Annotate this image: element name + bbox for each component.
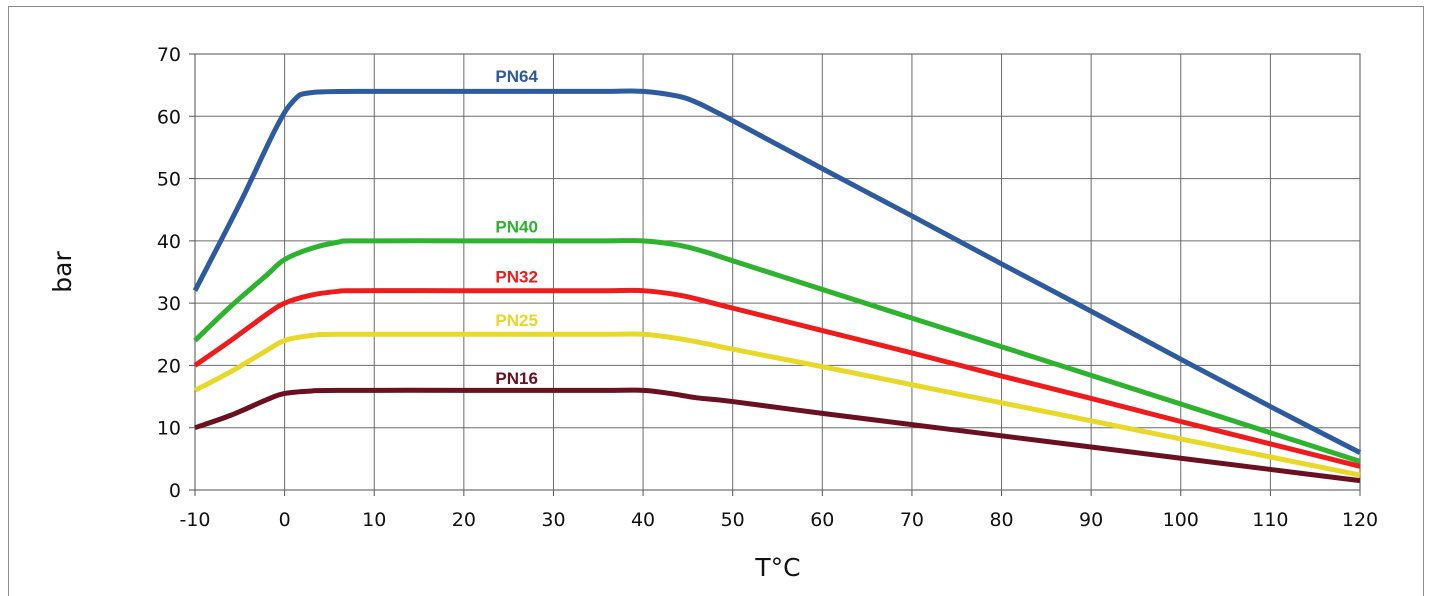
y-tick-label: 10 xyxy=(157,418,181,440)
x-tick-label: 110 xyxy=(1252,509,1288,531)
x-tick-label: 40 xyxy=(631,509,655,531)
series-label-pn64: PN64 xyxy=(495,67,538,86)
x-tick-label: 0 xyxy=(279,509,291,531)
x-axis-title: T°C xyxy=(754,553,800,582)
series-line-pn32 xyxy=(193,287,1361,469)
series-line-pn64 xyxy=(192,88,1362,455)
chart-frame xyxy=(8,6,1424,596)
y-tick-label: 0 xyxy=(169,480,181,502)
series-label-pn16: PN16 xyxy=(495,369,538,388)
series-label-pn32: PN32 xyxy=(495,267,538,286)
series-labels: PN64 PN40 PN32 PN25 PN16 xyxy=(495,67,538,388)
y-tick-label: 60 xyxy=(157,106,181,128)
series-label-pn40: PN40 xyxy=(495,218,538,237)
x-tick-label: 10 xyxy=(362,509,386,531)
x-tick-label: 80 xyxy=(989,509,1013,531)
x-tick-label: 70 xyxy=(900,509,924,531)
series-line-pn40 xyxy=(193,238,1361,464)
x-tick-label: 60 xyxy=(810,509,834,531)
x-tick-label: -10 xyxy=(179,509,210,531)
y-tick-label: 50 xyxy=(157,169,181,191)
x-tick-label: 120 xyxy=(1342,509,1378,531)
x-tick-label: 20 xyxy=(452,509,476,531)
grid xyxy=(189,53,1361,496)
x-tick-labels: -10 0 10 20 30 40 50 60 70 80 90 100 110 120 xyxy=(179,509,1378,531)
series-line-pn16 xyxy=(194,387,1361,484)
series-layer xyxy=(192,88,1362,484)
y-tick-label: 70 xyxy=(157,44,181,66)
series-line-pn25 xyxy=(193,331,1361,478)
x-tick-label: 100 xyxy=(1163,509,1199,531)
x-tick-label: 90 xyxy=(1079,509,1103,531)
x-tick-label: 50 xyxy=(721,509,745,531)
y-tick-labels: 0 10 20 30 40 50 60 70 xyxy=(157,44,181,502)
y-tick-label: 30 xyxy=(157,293,181,315)
y-axis-title: bar xyxy=(48,251,77,293)
x-tick-label: 30 xyxy=(541,509,565,531)
y-tick-label: 40 xyxy=(157,231,181,253)
series-label-pn25: PN25 xyxy=(495,311,538,330)
y-tick-label: 20 xyxy=(157,355,181,377)
